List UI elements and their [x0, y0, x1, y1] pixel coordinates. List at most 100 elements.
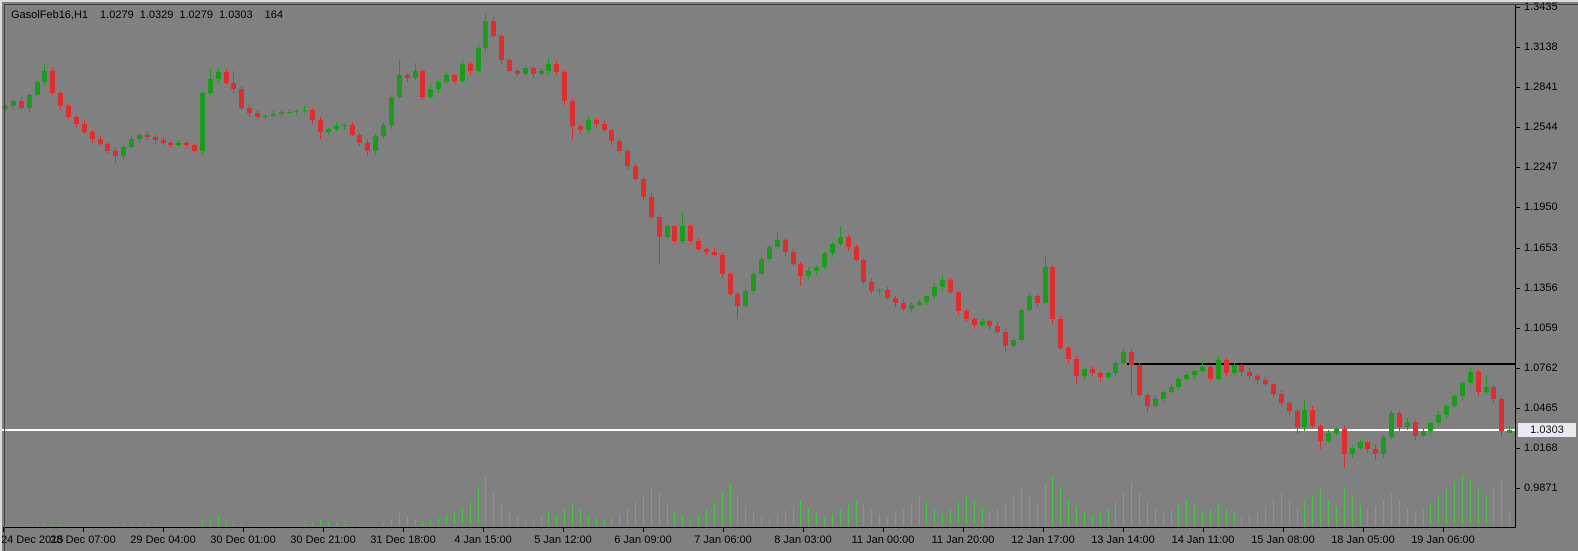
volume-bar — [879, 514, 880, 526]
candle-body — [342, 125, 347, 126]
volume-bar — [60, 524, 61, 526]
volume-bar — [926, 502, 927, 526]
candle-body — [200, 93, 205, 151]
candle-body — [885, 290, 890, 298]
volume-bar — [1060, 487, 1061, 526]
price-axis-border — [1515, 4, 1516, 528]
volume-bar — [611, 518, 612, 526]
time-label: 30 Dec 01:00 — [210, 534, 276, 546]
candle-body — [460, 64, 465, 81]
volume-bar — [903, 509, 904, 526]
price-axis[interactable]: 1.0303 1.3435 1.3138 1.2841 1.2544 1.2247 1.1… — [1515, 0, 1578, 528]
candle-body — [1019, 310, 1024, 340]
price-tick — [1515, 288, 1520, 289]
candle-body — [499, 36, 504, 60]
candle-body — [1129, 352, 1134, 365]
candle-body — [980, 321, 985, 325]
volume-bar — [273, 525, 274, 526]
volume-histogram — [5, 475, 1510, 526]
volume-bar — [1375, 506, 1376, 526]
volume-bar — [1509, 511, 1510, 526]
candle-body — [153, 137, 158, 140]
volume-bar — [793, 506, 794, 526]
candle-body — [1381, 437, 1386, 454]
volume-bar — [1226, 509, 1227, 526]
candle-body — [1208, 367, 1213, 379]
candle-body — [184, 143, 189, 145]
time-tick — [1123, 528, 1124, 532]
volume-bar — [84, 525, 85, 526]
candle-body — [641, 179, 646, 197]
candle-body — [113, 151, 118, 156]
price-plot-area[interactable] — [0, 0, 1516, 528]
price-tick — [1515, 328, 1520, 329]
volume-bar — [1391, 493, 1392, 526]
candle-body — [1106, 373, 1111, 377]
volume-bar — [974, 500, 975, 526]
candle-body — [287, 112, 292, 113]
candle-body — [1003, 332, 1008, 346]
candle-body — [1350, 448, 1355, 454]
candle-body — [1499, 399, 1504, 431]
volume-bar — [44, 523, 45, 526]
candle-body — [137, 135, 142, 139]
volume-bar — [556, 515, 557, 526]
volume-bar — [706, 509, 707, 526]
volume-bar — [1430, 503, 1431, 526]
candle-body — [247, 108, 252, 113]
volume-bar — [982, 508, 983, 526]
volume-bar — [1352, 497, 1353, 526]
candle-body — [562, 72, 567, 101]
candle-body — [696, 241, 701, 249]
candle-body — [1326, 433, 1331, 441]
candle-body — [594, 120, 599, 124]
candle-body — [1232, 365, 1237, 373]
candle-body — [302, 110, 307, 111]
volume-bar — [178, 525, 179, 526]
candle-body — [767, 247, 772, 259]
volume-bar — [1186, 500, 1187, 526]
candle-body — [318, 120, 323, 132]
volume-bar — [115, 524, 116, 526]
volume-bar — [824, 517, 825, 526]
candle-wick — [281, 110, 282, 118]
candle-body — [192, 145, 197, 151]
candle-body — [420, 71, 425, 97]
time-tick — [803, 528, 804, 532]
candle-body — [373, 136, 378, 151]
horizontal-level-line[interactable] — [1127, 363, 1515, 365]
candle-body — [1279, 394, 1284, 403]
candle-body — [389, 97, 394, 125]
candle-body — [19, 101, 24, 108]
candle-body — [294, 111, 299, 112]
price-label: 1.1653 — [1524, 242, 1558, 254]
candle-body — [58, 93, 63, 106]
candle-body — [1295, 411, 1300, 427]
time-axis[interactable]: 24 Dec 2015 28 Dec 07:00 29 Dec 04:00 30 De… — [0, 528, 1578, 551]
volume-bar — [320, 520, 321, 526]
candle-body — [554, 64, 559, 72]
volume-bar — [202, 520, 203, 526]
candle-body — [917, 302, 922, 305]
volume-bar — [698, 515, 699, 526]
candle-wick — [304, 106, 305, 113]
candle-body — [617, 141, 622, 151]
volume-bar — [840, 509, 841, 526]
candle-body — [680, 226, 685, 241]
time-tick — [83, 528, 84, 532]
time-tick — [3, 528, 4, 532]
time-tick — [643, 528, 644, 532]
volume-bar — [1336, 506, 1337, 526]
volume-bar — [438, 518, 439, 526]
candle-body — [1507, 430, 1512, 433]
volume-bar — [1163, 513, 1164, 526]
candle-body — [515, 71, 520, 74]
volume-bar — [950, 509, 951, 526]
candle-body — [743, 291, 748, 306]
candle-body — [436, 82, 441, 89]
candle-body — [105, 144, 110, 151]
time-tick — [483, 528, 484, 532]
price-label: 1.2247 — [1524, 161, 1558, 173]
candle-wick — [1509, 426, 1510, 433]
